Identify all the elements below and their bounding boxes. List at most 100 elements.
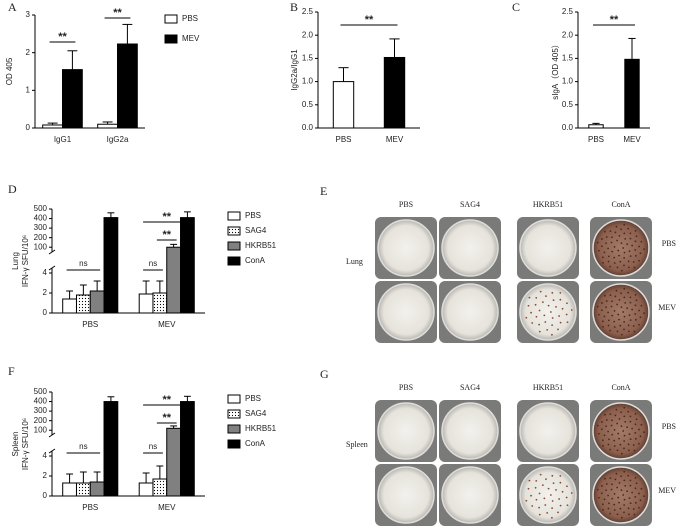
spot [603,498,606,501]
spot [602,325,604,328]
spot [635,299,638,302]
legend-label: MEV [182,34,200,43]
spot [618,482,621,484]
spot [629,237,632,240]
spot [596,241,599,244]
spot [618,235,621,237]
legend-swatch [227,226,241,236]
x-tick-label: PBS [335,135,351,144]
spot [616,303,618,306]
spot [604,413,606,416]
column-label: PBS [399,200,413,209]
spot [600,309,603,312]
y-tick-label: 0.0 [562,123,574,132]
spot [626,426,629,428]
spot [618,318,620,321]
y-tick-label: 0 [26,123,31,132]
bar [332,81,355,129]
y-tick-label: 1.0 [302,77,314,86]
spot [627,507,630,510]
spot [614,414,617,417]
spot [530,311,532,314]
spot [602,508,604,511]
spot [531,322,534,324]
spot [628,314,631,316]
spot [558,498,561,500]
spot [543,314,546,317]
column-label: PBS [399,383,413,392]
y-tick-label: 1 [26,85,31,94]
significance-label: ** [58,31,67,43]
spot [616,513,619,516]
spot [635,482,638,485]
bar [152,478,168,497]
spot [559,298,562,301]
spot [620,489,623,492]
spot [547,487,550,490]
spot [609,413,612,416]
column-label: HKRB51 [533,383,563,392]
spot [629,296,632,299]
spot [627,260,630,263]
spot [611,314,614,317]
spot [611,419,613,422]
spot [557,328,559,331]
spot [565,496,568,499]
panel-letter: B [290,0,298,14]
spot [600,492,603,495]
spot [624,238,627,240]
spot [623,511,625,514]
spot [608,255,610,258]
spot [605,306,607,309]
spot [551,516,553,519]
spot [551,324,554,327]
y-tick-label: 2.0 [302,30,314,39]
spot [622,494,625,496]
legend-label: SAG4 [245,409,267,418]
spot [638,492,641,495]
spot [607,430,609,433]
spot [634,437,637,440]
spot [628,433,631,435]
spot [611,250,614,253]
spot [638,428,641,431]
spot [615,408,618,411]
spot [617,496,620,499]
spot [561,490,564,493]
spot [538,513,541,516]
spot [623,251,626,254]
spot [635,418,638,421]
spot [551,500,554,502]
y-tick-label: 2 [43,471,48,480]
spot [608,438,610,441]
spot [620,516,623,519]
spot [622,247,625,249]
well [592,402,650,460]
bar [138,293,154,314]
spot [566,302,568,305]
spot [596,424,599,427]
spot [622,430,625,432]
spot [600,245,603,248]
spot [628,497,631,499]
spot [617,432,620,435]
y-tick-label: 2.5 [302,7,314,16]
y-tick-label: 0.5 [562,100,574,109]
spot [629,502,632,505]
x-tick-label: MEV [158,320,176,329]
spot [619,324,622,327]
organ-label: Lung [346,257,363,266]
spot [622,311,625,313]
spot [639,252,642,255]
legend-label: ConA [245,256,266,265]
legend-label: SAG4 [245,226,267,235]
spot [620,242,623,245]
spot [565,313,568,316]
spot [602,444,604,447]
panel-letter: G [320,367,329,381]
spot [620,228,622,231]
spot [535,296,538,299]
y-tick-label: 500 [34,204,48,213]
spot [530,494,532,497]
well [377,219,435,277]
